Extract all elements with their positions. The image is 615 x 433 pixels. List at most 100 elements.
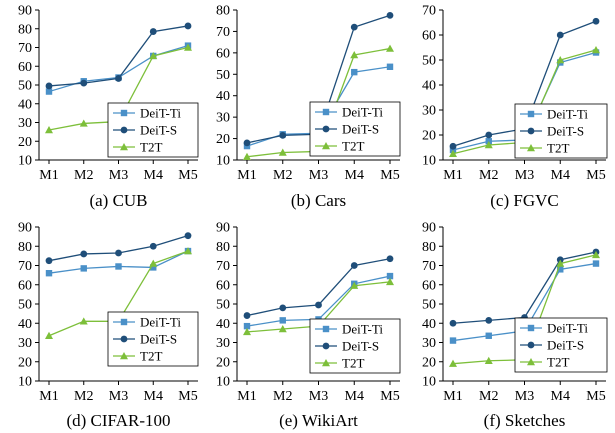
data-point-t2t xyxy=(79,317,88,325)
data-point-deit-ti xyxy=(592,260,600,267)
data-point-deit-s xyxy=(80,79,88,87)
data-point-t2t xyxy=(350,51,359,59)
data-point-deit-s xyxy=(115,249,122,257)
legend-label: T2T xyxy=(547,141,569,156)
legend-marker xyxy=(527,127,535,135)
y-tick-label: 40 xyxy=(422,317,436,332)
series-line-deit-s xyxy=(452,251,597,324)
y-tick-label: 20 xyxy=(422,129,436,144)
data-point-deit-ti xyxy=(243,322,251,330)
data-point-t2t xyxy=(149,259,158,267)
x-tick-label: M5 xyxy=(380,389,399,404)
x-tick-label: M5 xyxy=(586,389,605,404)
y-tick-label: 80 xyxy=(422,240,436,255)
data-point-deit-s xyxy=(149,28,157,35)
x-tick-label: M5 xyxy=(586,168,605,183)
legend-marker xyxy=(527,144,535,152)
data-point-t2t xyxy=(243,152,251,160)
legend-label: DeiT-S xyxy=(342,339,379,354)
y-tick-label: 10 xyxy=(18,375,32,390)
y-tick-label: 90 xyxy=(422,221,436,236)
panel-caption: (d) CIFAR-100 xyxy=(66,411,170,430)
data-point-t2t xyxy=(149,51,158,60)
legend-marker xyxy=(322,342,330,350)
panel-caption: (c) FGVC xyxy=(490,191,558,210)
data-point-t2t xyxy=(386,277,394,286)
legend-marker xyxy=(527,341,535,349)
x-tick-label: M4 xyxy=(345,389,364,404)
legend: DeiT-Ti DeiT-S T2T xyxy=(309,318,401,374)
legend-label: DeiT-Ti xyxy=(547,107,588,122)
y-tick-label: 90 xyxy=(216,221,230,236)
data-point-deit-s xyxy=(45,257,53,265)
panel-caption: (b) Cars xyxy=(291,191,346,210)
y-tick-label: 50 xyxy=(18,298,32,313)
data-point-deit-ti xyxy=(45,88,53,95)
chart-panel: 10 20 30 40 50 60 70 M1 M2 M3 M4 M5 DeiT-Ti DeiT-S T2T… xyxy=(422,4,608,210)
y-tick-label: 20 xyxy=(18,355,32,370)
y-tick-label: 40 xyxy=(422,79,436,94)
data-point-t2t xyxy=(278,325,287,333)
data-point-deit-s xyxy=(386,11,394,19)
data-point-deit-ti xyxy=(45,270,53,277)
data-point-deit-s xyxy=(449,319,457,327)
data-point-t2t xyxy=(484,356,493,364)
x-tick-label: M1 xyxy=(443,168,462,183)
data-point-deit-ti xyxy=(386,63,394,70)
y-tick-label: 10 xyxy=(216,154,230,169)
legend-label: DeiT-Ti xyxy=(342,322,383,337)
x-tick-label: M2 xyxy=(479,168,498,183)
y-tick-label: 10 xyxy=(216,375,230,390)
data-point-deit-s xyxy=(243,139,251,147)
y-tick-label: 20 xyxy=(422,355,436,370)
y-tick-label: 70 xyxy=(18,259,32,274)
legend-marker xyxy=(120,318,128,326)
y-tick-label: 80 xyxy=(216,240,230,255)
y-tick-label: 50 xyxy=(18,79,32,94)
legend-marker xyxy=(120,126,128,134)
legend: DeiT-Ti DeiT-S T2T xyxy=(309,101,401,157)
x-tick-label: M1 xyxy=(443,389,462,404)
legend-label: T2T xyxy=(547,355,569,370)
legend-label: DeiT-S xyxy=(547,124,584,139)
data-point-deit-s xyxy=(386,255,394,263)
y-tick-label: 60 xyxy=(216,46,230,61)
x-tick-label: M3 xyxy=(109,168,128,183)
legend-label: T2T xyxy=(342,139,364,154)
legend-marker xyxy=(527,358,535,366)
y-tick-label: 30 xyxy=(216,111,230,126)
y-tick-label: 50 xyxy=(216,298,230,313)
x-tick-label: M5 xyxy=(178,389,197,404)
x-tick-label: M3 xyxy=(515,168,534,183)
y-tick-label: 60 xyxy=(422,29,436,44)
x-tick-label: M4 xyxy=(144,389,163,404)
x-tick-label: M3 xyxy=(309,389,328,404)
data-point-deit-s xyxy=(45,82,53,90)
y-tick-label: 60 xyxy=(422,278,436,293)
x-tick-label: M1 xyxy=(39,389,58,404)
data-point-deit-s xyxy=(556,31,564,39)
data-point-deit-ti xyxy=(449,337,457,344)
x-tick-label: M2 xyxy=(74,168,93,183)
x-tick-label: M3 xyxy=(515,389,534,404)
y-tick-label: 10 xyxy=(422,375,436,390)
x-tick-label: M2 xyxy=(273,168,292,183)
y-tick-label: 30 xyxy=(18,336,32,351)
legend-marker xyxy=(527,324,535,332)
x-tick-label: M1 xyxy=(237,389,256,404)
data-point-t2t xyxy=(386,44,394,52)
y-tick-label: 20 xyxy=(216,355,230,370)
y-tick-label: 30 xyxy=(216,336,230,351)
data-point-t2t xyxy=(592,46,600,54)
legend-marker xyxy=(120,335,128,343)
y-tick-label: 10 xyxy=(422,154,436,169)
x-tick-label: M5 xyxy=(178,168,197,183)
data-point-t2t xyxy=(449,149,457,157)
legend-marker xyxy=(322,359,330,367)
legend-marker xyxy=(322,325,330,333)
legend-marker xyxy=(120,109,128,117)
x-tick-label: M4 xyxy=(345,168,364,183)
y-tick-label: 80 xyxy=(18,240,32,255)
data-point-deit-ti xyxy=(485,332,492,339)
